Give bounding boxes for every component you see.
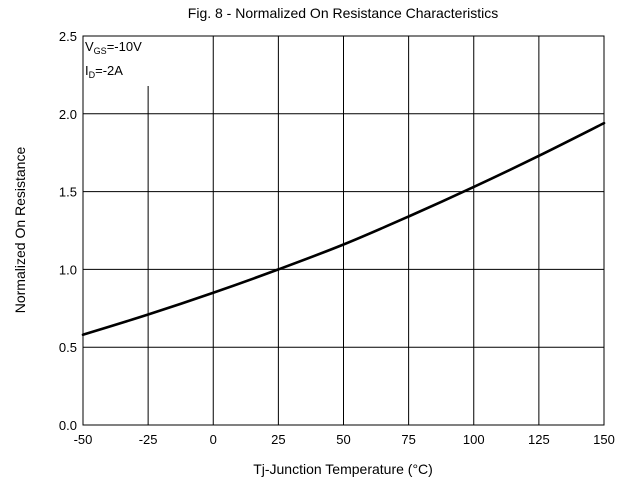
- grid: [83, 36, 604, 425]
- annotation-vgs-rest: =-10V: [107, 39, 142, 54]
- series-curve: [81, 121, 606, 337]
- x-tick-label: 50: [336, 432, 350, 447]
- y-tick-label: 1.5: [59, 185, 77, 200]
- x-tick-label: 75: [401, 432, 415, 447]
- chart-title: Fig. 8 - Normalized On Resistance Charac…: [188, 5, 498, 21]
- y-tick-label: 0.5: [59, 340, 77, 355]
- y-tick-label: 1.0: [59, 262, 77, 277]
- x-tick-label: -50: [74, 432, 93, 447]
- x-tick-label: 100: [463, 432, 485, 447]
- plot-frame: [82, 35, 605, 426]
- y-tick-labels: 0.0 0.5 1.0 1.5 2.0 2.5: [59, 29, 77, 433]
- y-tick-label: 0.0: [59, 418, 77, 433]
- annotation-vgs-main: V: [85, 39, 94, 54]
- svg-text:VGS=-10V: VGS=-10V: [85, 39, 142, 56]
- x-tick-label: 125: [528, 432, 550, 447]
- x-tick-label: 150: [593, 432, 615, 447]
- x-tick-label: -25: [139, 432, 158, 447]
- annotation-vgs-sub: GS: [94, 46, 107, 56]
- x-tick-label: 25: [271, 432, 285, 447]
- annotation-id-main: I: [85, 63, 89, 78]
- annotation-id-rest: =-2A: [95, 63, 123, 78]
- y-axis-label: Normalized On Resistance: [12, 147, 28, 314]
- y-tick-label: 2.0: [59, 107, 77, 122]
- svg-text:ID=-2A: ID=-2A: [85, 63, 123, 80]
- x-axis-label: Tj-Junction Temperature (°C): [253, 461, 433, 477]
- annotation-vgs: VGS=-10V: [85, 39, 142, 56]
- x-tick-labels: -50 -25 0 25 50 75 100 125 150: [74, 432, 615, 447]
- annotation-id-sub: D: [89, 70, 96, 80]
- y-tick-label: 2.5: [59, 29, 77, 44]
- x-tick-label: 0: [210, 432, 217, 447]
- annotation-id: ID=-2A: [85, 63, 123, 80]
